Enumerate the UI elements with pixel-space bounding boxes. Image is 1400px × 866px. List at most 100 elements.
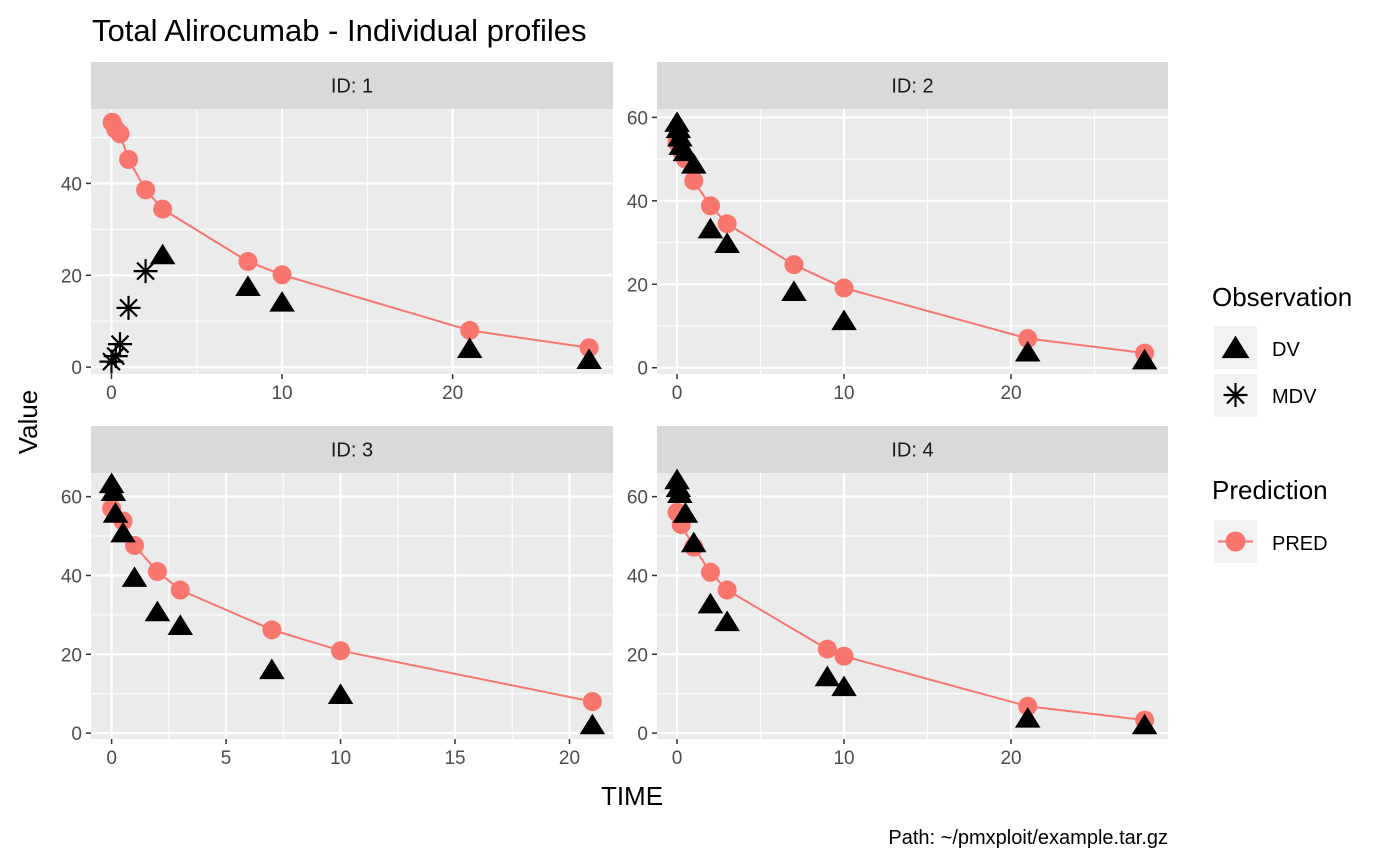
dv-point <box>149 243 176 265</box>
facet-panel-2: ID: 2 0 10 20 0 20 40 60 <box>627 62 1168 404</box>
mdv-point <box>108 332 132 357</box>
legend-mdv-symbol <box>1223 383 1248 407</box>
facet-panel-1: ID: 1 0 10 20 0 20 40 <box>61 62 613 404</box>
dv-point <box>100 480 127 502</box>
legend-label-pred: PRED <box>1272 533 1328 555</box>
pred-point <box>460 320 480 340</box>
asterisk-icon <box>1223 383 1248 407</box>
y-tick-label: 60 <box>627 488 648 509</box>
dv-point <box>144 600 171 622</box>
pred-point <box>784 255 804 275</box>
y-tick-label: 20 <box>61 645 82 666</box>
y-axis-label: Value <box>13 390 43 455</box>
dv-point <box>235 275 261 296</box>
x-tick-label: 10 <box>833 748 854 769</box>
x-tick-label: 10 <box>271 383 292 404</box>
dv-point <box>680 153 707 174</box>
facet-strip-label: ID: 1 <box>331 76 373 98</box>
dv-point <box>714 610 740 632</box>
x-tick-label: 0 <box>672 748 683 769</box>
dv-point <box>697 592 724 614</box>
mdv-point <box>133 259 158 284</box>
dv-point <box>672 502 699 523</box>
x-tick-label: 10 <box>833 383 854 404</box>
mdv-point <box>116 295 141 320</box>
facet-strip-label: ID: 3 <box>331 440 373 462</box>
legend-title-observation: Observation <box>1212 282 1352 312</box>
pred-point <box>153 199 173 219</box>
pred-point <box>717 214 737 234</box>
dv-point <box>814 665 841 687</box>
y-tick-label: 0 <box>71 724 82 745</box>
pred-point <box>582 692 602 712</box>
circle-line-icon <box>1218 531 1253 552</box>
panel-background <box>657 109 1168 374</box>
dv-point <box>1131 348 1158 370</box>
dv-point <box>1131 713 1158 735</box>
legend-pred-symbol <box>1225 531 1246 552</box>
pred-point <box>834 278 854 298</box>
x-tick-label: 10 <box>330 748 351 769</box>
triangle-icon <box>1221 335 1250 359</box>
y-tick-label: 0 <box>637 724 648 745</box>
pred-point <box>700 562 720 582</box>
caption: Path: ~/pmxploit/example.tar.gz <box>888 827 1168 849</box>
x-tick-label: 15 <box>444 748 465 769</box>
pred-point <box>700 196 720 216</box>
facet-strip-label: ID: 4 <box>891 440 933 462</box>
pred-point <box>717 580 737 600</box>
pred-point <box>331 641 351 661</box>
pred-point <box>1018 696 1038 716</box>
x-tick-label: 0 <box>672 383 683 404</box>
y-tick-label: 40 <box>627 192 648 213</box>
dv-point <box>259 658 285 680</box>
y-tick-label: 20 <box>627 645 648 666</box>
dv-point <box>327 683 354 704</box>
y-tick-label: 40 <box>627 566 648 587</box>
y-tick-label: 20 <box>61 266 82 287</box>
pred-point <box>579 338 599 358</box>
facet-strip <box>657 62 1168 109</box>
dv-point <box>697 217 724 239</box>
facet-strip <box>91 426 613 473</box>
facet-strip-label: ID: 2 <box>891 76 933 98</box>
dv-point <box>831 309 857 331</box>
dv-point <box>831 675 857 697</box>
dv-point <box>167 614 194 636</box>
pred-point <box>1018 329 1038 349</box>
x-axis-label: TIME <box>601 781 663 811</box>
dv-point <box>456 337 483 358</box>
dv-point <box>110 521 136 543</box>
y-tick-label: 0 <box>637 359 648 380</box>
dv-point <box>714 232 740 253</box>
legend-title-prediction: Prediction <box>1212 475 1328 505</box>
pred-point <box>119 150 139 170</box>
dv-point <box>102 502 129 523</box>
pred-point <box>136 180 156 200</box>
dv-point <box>665 117 692 139</box>
pred-point <box>834 646 854 666</box>
dv-point <box>121 566 148 587</box>
panel-background <box>91 109 613 374</box>
x-tick-label: 20 <box>1000 383 1021 404</box>
pred-point <box>238 251 258 271</box>
facet-strip <box>91 62 613 109</box>
pred-point <box>147 562 167 582</box>
y-tick-label: 40 <box>61 566 82 587</box>
facet-strip <box>657 426 1168 473</box>
dv-point <box>1014 340 1041 362</box>
dv-point <box>667 482 693 503</box>
y-tick-label: 20 <box>627 275 648 296</box>
x-tick-label: 20 <box>559 748 580 769</box>
x-tick-label: 5 <box>221 748 232 769</box>
pred-point <box>110 124 130 144</box>
dv-point <box>576 348 602 369</box>
y-tick-label: 60 <box>627 108 648 129</box>
panel-background <box>91 473 613 739</box>
dv-point <box>269 290 295 312</box>
mdv-point <box>103 344 128 369</box>
pred-point <box>684 171 704 191</box>
x-tick-label: 20 <box>1000 748 1021 769</box>
y-tick-label: 60 <box>61 488 82 509</box>
